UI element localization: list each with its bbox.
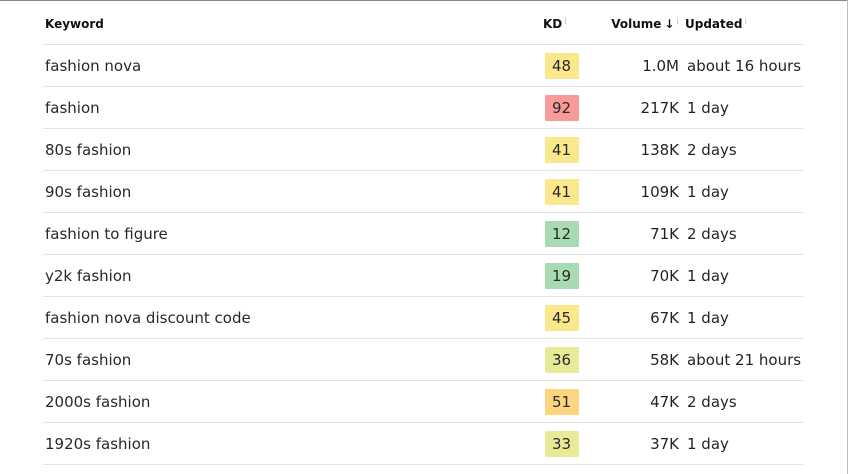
keyword-header-label: Keyword bbox=[45, 16, 104, 31]
keyword-cell[interactable]: y2k fashion bbox=[43, 254, 543, 297]
keyword-link[interactable]: fashion bbox=[45, 98, 100, 117]
updated-cell: 1 day bbox=[679, 296, 804, 339]
volume-cell: 70K bbox=[580, 254, 679, 297]
kd-info-icon[interactable]: i bbox=[564, 16, 567, 27]
kd-cell: 92 bbox=[543, 86, 580, 129]
updated-cell: 2 days bbox=[679, 380, 804, 423]
volume-cell: 71K bbox=[580, 212, 679, 255]
kd-cell: 48 bbox=[543, 44, 580, 87]
keyword-cell[interactable]: fashion bbox=[43, 86, 543, 129]
kd-badge: 33 bbox=[544, 430, 579, 457]
keyword-link[interactable]: 80s fashion bbox=[45, 140, 132, 159]
volume-info-icon[interactable]: i bbox=[676, 16, 679, 27]
keyword-cell[interactable]: 2000s fashion bbox=[43, 380, 543, 423]
table-row[interactable]: 2000s fashion 51 47K 2 days bbox=[43, 380, 804, 423]
keyword-link[interactable]: 90s fashion bbox=[45, 182, 132, 201]
volume-cell: 67K bbox=[580, 296, 679, 339]
kd-badge: 45 bbox=[544, 304, 579, 331]
top-divider bbox=[0, 0, 848, 1]
volume-cell: 138K bbox=[580, 128, 679, 171]
updated-cell: 2 days bbox=[679, 212, 804, 255]
table-row[interactable]: 90s fashion 41 109K 1 day bbox=[43, 170, 804, 213]
keyword-link[interactable]: fashion nova bbox=[45, 56, 142, 75]
keyword-cell[interactable]: fashion nova discount code bbox=[43, 296, 543, 339]
keyword-cell[interactable]: fashion nova bbox=[43, 44, 543, 87]
kd-cell: 36 bbox=[543, 338, 580, 381]
updated-column-header[interactable]: Updated i bbox=[679, 3, 804, 45]
keyword-link[interactable]: y2k fashion bbox=[45, 266, 132, 285]
volume-cell: 47K bbox=[580, 380, 679, 423]
keyword-cell[interactable]: 80s fashion bbox=[43, 128, 543, 171]
sort-desc-icon[interactable]: ↓ bbox=[664, 16, 675, 31]
updated-cell: 1 day bbox=[679, 86, 804, 129]
updated-cell: 1 day bbox=[679, 170, 804, 213]
volume-cell: 217K bbox=[580, 86, 679, 129]
keyword-cell[interactable]: 70s fashion bbox=[43, 338, 543, 381]
keyword-link[interactable]: 2000s fashion bbox=[45, 392, 151, 411]
kd-header-label: KD bbox=[543, 16, 563, 31]
kd-cell: 45 bbox=[543, 296, 580, 339]
keyword-column-header[interactable]: Keyword bbox=[43, 3, 543, 45]
updated-info-icon[interactable]: i bbox=[744, 16, 748, 27]
volume-cell: 58K bbox=[580, 338, 679, 381]
table-header-row: Keyword KD i Volume ↓ i Updated i bbox=[43, 3, 804, 45]
keyword-cell[interactable]: 90s fashion bbox=[43, 170, 543, 213]
updated-cell: 2 days bbox=[679, 128, 804, 171]
keyword-link[interactable]: 1920s fashion bbox=[45, 434, 151, 453]
kd-cell: 19 bbox=[543, 254, 580, 297]
updated-cell: 1 day bbox=[679, 254, 804, 297]
table-row[interactable]: fashion nova discount code 45 67K 1 day bbox=[43, 296, 804, 339]
keyword-link[interactable]: fashion to figure bbox=[45, 224, 168, 243]
updated-header-label: Updated bbox=[685, 16, 743, 31]
kd-cell: 41 bbox=[543, 128, 580, 171]
kd-badge: 92 bbox=[544, 94, 579, 121]
kd-badge: 12 bbox=[544, 220, 579, 247]
kd-cell: 51 bbox=[543, 380, 580, 423]
table-row[interactable]: fashion 92 217K 1 day bbox=[43, 86, 804, 129]
kd-badge: 48 bbox=[544, 52, 579, 79]
volume-cell: 109K bbox=[580, 170, 679, 213]
updated-cell: 1 day bbox=[679, 422, 804, 465]
keyword-link[interactable]: 70s fashion bbox=[45, 350, 132, 369]
keyword-cell[interactable]: fashion to figure bbox=[43, 212, 543, 255]
table-row[interactable]: 1920s fashion 33 37K 1 day bbox=[43, 422, 804, 465]
volume-column-header[interactable]: Volume ↓ i bbox=[580, 3, 679, 45]
kd-badge: 19 bbox=[544, 262, 579, 289]
volume-cell: 37K bbox=[580, 422, 679, 465]
table-row[interactable]: y2k fashion 19 70K 1 day bbox=[43, 254, 804, 297]
updated-cell: about 21 hours bbox=[679, 338, 804, 381]
kd-badge: 36 bbox=[544, 346, 579, 373]
kd-badge: 41 bbox=[544, 178, 579, 205]
kd-cell: 41 bbox=[543, 170, 580, 213]
keyword-cell[interactable]: 1920s fashion bbox=[43, 422, 543, 465]
keywords-table: Keyword KD i Volume ↓ i Updated i fashion no… bbox=[43, 3, 804, 465]
keyword-link[interactable]: fashion nova discount code bbox=[45, 308, 251, 327]
kd-cell: 33 bbox=[543, 422, 580, 465]
kd-badge: 41 bbox=[544, 136, 579, 163]
table-row[interactable]: 80s fashion 41 138K 2 days bbox=[43, 128, 804, 171]
kd-column-header[interactable]: KD i bbox=[543, 3, 580, 45]
table-row[interactable]: fashion to figure 12 71K 2 days bbox=[43, 212, 804, 255]
volume-cell: 1.0M bbox=[580, 44, 679, 87]
kd-badge: 51 bbox=[544, 388, 579, 415]
table-row[interactable]: fashion nova 48 1.0M about 16 hours bbox=[43, 44, 804, 87]
table-row[interactable]: 70s fashion 36 58K about 21 hours bbox=[43, 338, 804, 381]
volume-header-label: Volume bbox=[611, 16, 662, 31]
updated-cell: about 16 hours bbox=[679, 44, 804, 87]
kd-cell: 12 bbox=[543, 212, 580, 255]
